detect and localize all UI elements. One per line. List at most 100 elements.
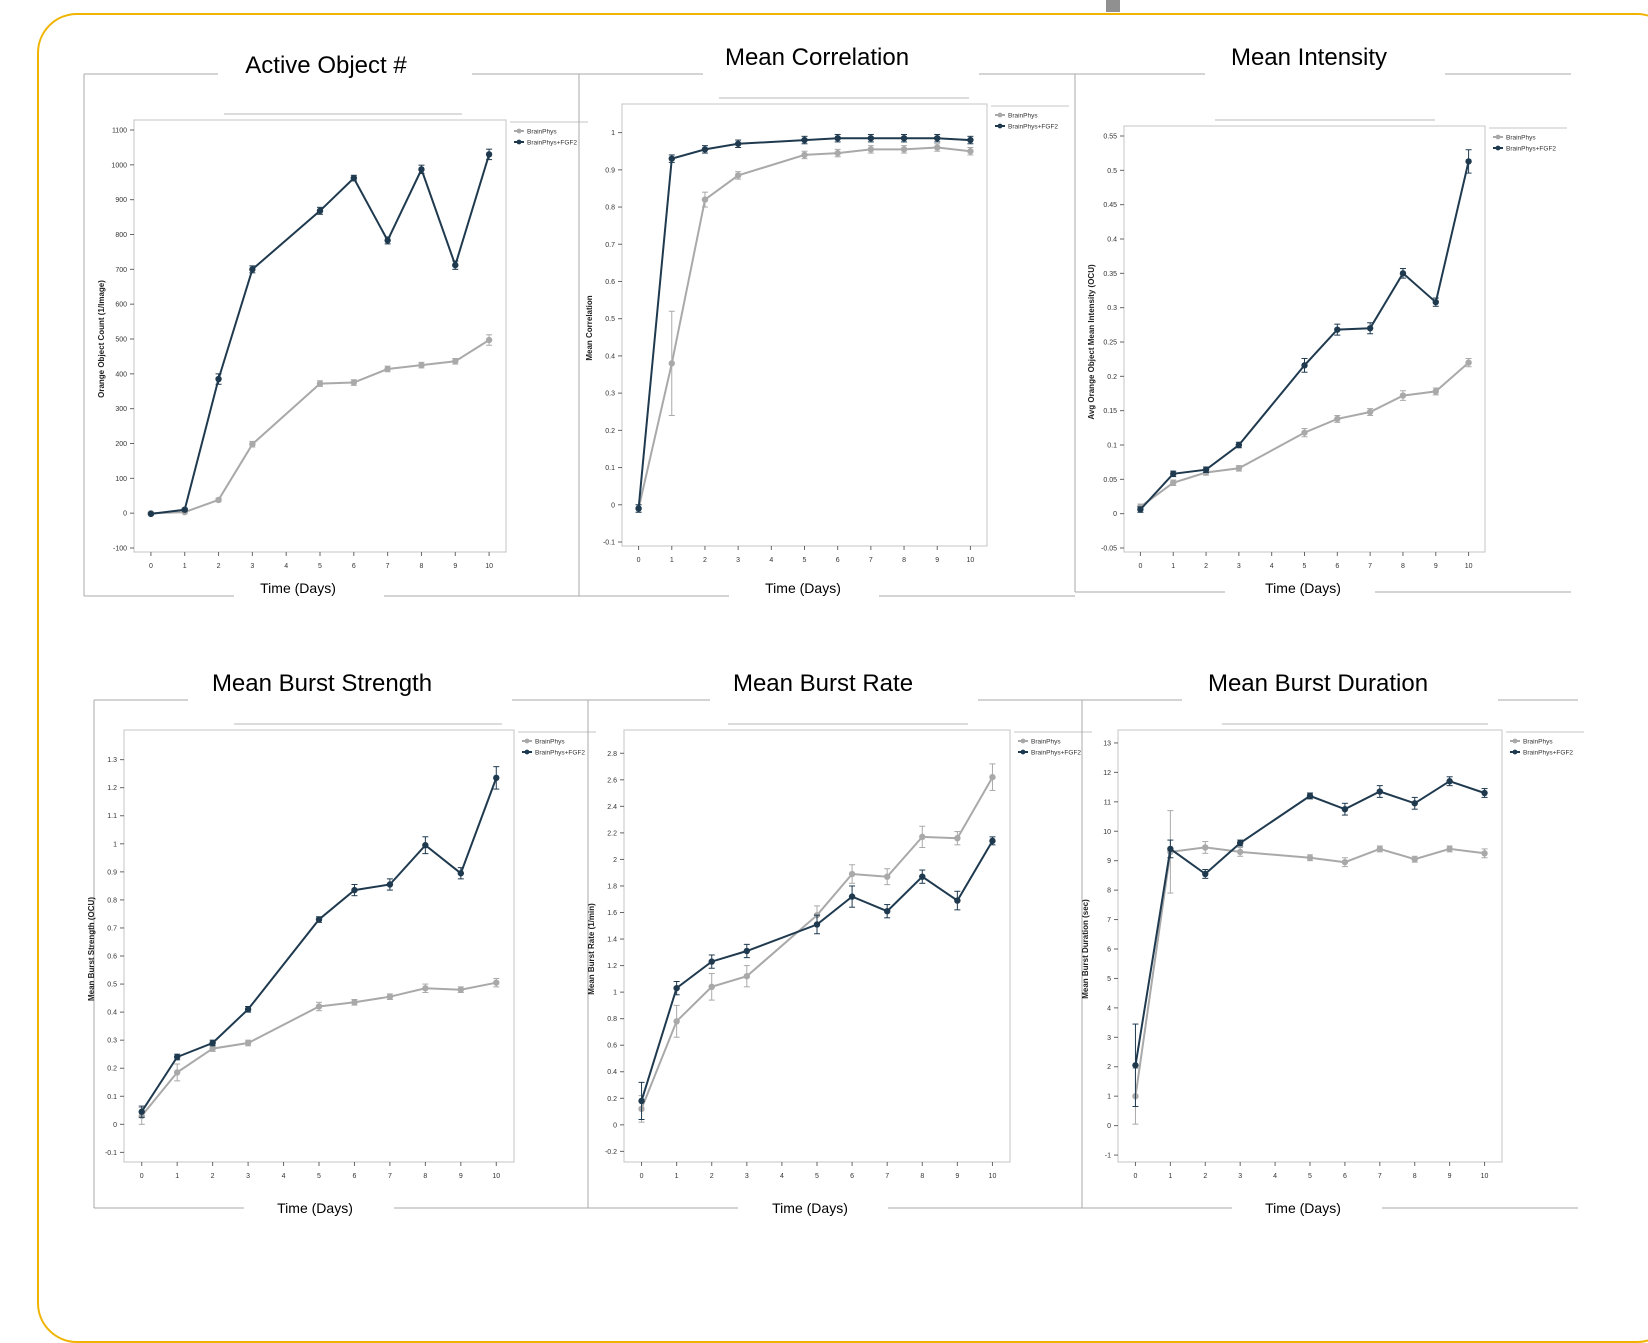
y-tick-label: 0.9 [605,167,615,174]
y-tick-label: 0.4 [605,353,615,360]
data-point [1446,845,1453,853]
x-tick-label: 4 [282,1173,286,1180]
x-tick-label: 0 [640,1173,644,1180]
x-tick-label: 9 [955,1173,959,1180]
data-point [1399,392,1407,399]
x-tick-label: 4 [780,1173,784,1180]
y-tick-label: 6 [1107,947,1111,954]
y-tick-label: 900 [115,197,127,204]
data-point [934,144,941,151]
y-tick-label: 0.4 [1107,237,1117,244]
y-tick-label: 2.4 [607,804,617,811]
data-point [457,986,465,993]
x-tick-label: 4 [1270,563,1274,570]
data-point [743,947,751,955]
y-tick-label: 0.8 [607,1016,617,1023]
series-line-1 [640,776,994,1110]
data-point [315,1003,323,1010]
x-tick-label: 7 [885,1173,889,1180]
data-point [900,134,908,142]
x-tick-label: 1 [183,563,187,570]
y-tick-label: -0.05 [1101,546,1117,553]
x-axis-label: Time (Days) [277,1200,353,1216]
x-tick-label: 3 [250,563,254,570]
x-tick-label: 10 [967,557,975,564]
data-point [701,146,709,153]
data-point [215,496,222,504]
series-line-2 [637,137,971,509]
chart-title: Mean Burst Strength [211,670,433,697]
data-point [493,774,500,782]
y-tick-label: 1.4 [607,937,617,944]
x-tick-label: 4 [769,557,773,564]
y-tick-label: 1100 [112,128,127,135]
y-tick-label: 0.3 [605,391,615,398]
data-point [418,166,425,173]
y-tick-label: 0.6 [607,1043,617,1050]
data-point [834,134,841,142]
y-tick-label: 0.4 [607,1069,617,1076]
chart-title: Mean Burst Rate [732,670,914,697]
y-tick-label: 0.15 [1103,408,1117,415]
y-tick-label: 0.1 [605,465,615,472]
data-point [848,893,856,900]
series-line-2 [140,777,498,1113]
legend-label: BrainPhys+FGF2 [527,140,577,147]
x-tick-label: 6 [352,563,356,570]
data-point [967,136,974,144]
y-tick-label: 0.3 [1107,305,1117,312]
data-point [1366,408,1374,416]
chart-title: Mean Correlation [724,44,910,71]
data-point [1376,788,1384,795]
data-point [967,148,974,155]
y-tick-label: 800 [115,232,127,239]
x-tick-label: 2 [1204,563,1208,570]
series-line-2 [1139,161,1470,511]
x-tick-label: 4 [1273,1173,1277,1180]
data-point [249,440,256,448]
x-axis-label: Time (Days) [1265,1200,1341,1216]
x-tick-label: 2 [211,1173,215,1180]
y-tick-label: 1.8 [607,883,617,890]
data-point [457,870,465,877]
y-tick-label: 0.25 [1103,340,1117,347]
data-point [350,174,358,182]
plot-area-border [621,103,988,547]
x-tick-label: 9 [1448,1173,1452,1180]
y-tick-label: 0.8 [107,897,117,904]
x-tick-label: 4 [284,563,288,570]
y-tick-label: 0.45 [1103,202,1117,209]
mean-intensity-plot: -0.05 0 0.05 0.1 0.15 0.2 0.25 0.3 0.35 0.4 0.45 0.… [1074,73,1571,593]
data-point [900,146,908,153]
data-point [1411,856,1418,863]
data-point [1446,778,1453,785]
x-axis-label: Time (Days) [1265,580,1341,596]
x-tick-label: 2 [703,557,707,564]
legend-swatch-marker [524,738,530,744]
x-tick-label: 8 [1401,563,1405,570]
x-tick-label: 7 [386,563,390,570]
data-point [673,1018,680,1025]
data-point [147,510,155,518]
chart-panel-mean-correlation: -0.1 0 0.1 0.2 0.3 0.4 0.5 0.6 0.7 0.8 0.9 1 0 1 2 3 4 5 6… [578,44,1075,600]
y-tick-label: 0.1 [1107,443,1117,450]
y-tick-label: 300 [115,406,127,413]
y-tick-label: 200 [115,441,127,448]
y-tick-label: 0.6 [107,954,117,961]
data-point [701,196,709,203]
data-point [734,140,742,147]
legend-label: BrainPhys [535,739,565,746]
y-tick-label: -0.1 [105,1150,117,1157]
series-line-1 [150,339,490,515]
data-point [315,916,323,923]
y-tick-label: 4 [1107,1005,1111,1012]
data-point [351,886,358,894]
data-point [801,151,808,159]
y-tick-label: 2 [1107,1064,1111,1071]
data-point [867,134,875,142]
series-line-1 [1139,361,1470,508]
x-tick-label: 1 [670,557,674,564]
data-point [989,773,996,781]
y-tick-label: 1 [1107,1094,1111,1101]
series-line-2 [150,154,491,515]
